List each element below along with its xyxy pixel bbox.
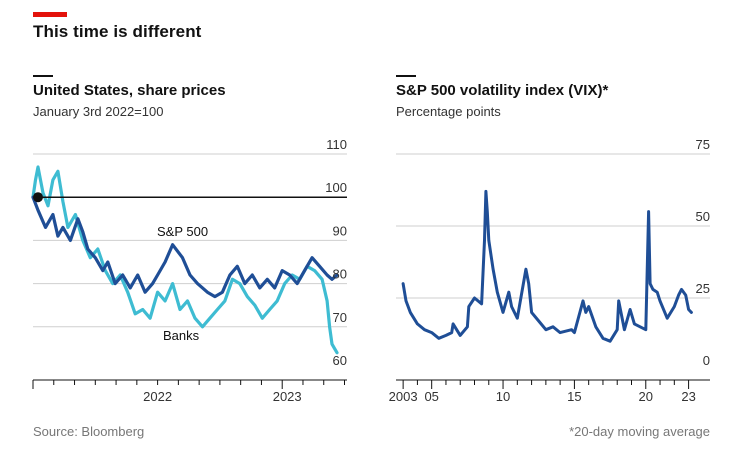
left-chart-subtitle: January 3rd 2022=100 — [33, 104, 164, 119]
headline: This time is different — [33, 22, 202, 41]
right-x-tick-label: 15 — [567, 389, 581, 404]
annotation-banks: Banks — [163, 328, 200, 343]
right-x-tick-label: 2003 — [389, 389, 418, 404]
left-x-tick-label: 2023 — [273, 389, 302, 404]
series-line-s-p-500 — [31, 195, 339, 299]
annotation-sp500: S&P 500 — [157, 224, 208, 239]
right-x-tick-label: 10 — [496, 389, 510, 404]
left-y-tick-label: 100 — [325, 180, 347, 195]
series-line-vix — [401, 189, 693, 343]
left-x-tick-label: 2022 — [143, 389, 172, 404]
left-y-tick-label: 60 — [333, 353, 347, 368]
right-chart-subtitle: Percentage points — [396, 104, 501, 119]
right-y-tick-label: 0 — [703, 353, 710, 368]
right-y-tick-label: 25 — [696, 281, 710, 296]
left-chart-title: United States, share prices — [33, 82, 226, 99]
right-y-tick-label: 50 — [696, 209, 710, 224]
right-x-tick-label: 05 — [424, 389, 438, 404]
right-x-tick-label: 23 — [681, 389, 695, 404]
right-y-tick-label: 75 — [696, 137, 710, 152]
left-y-tick-label: 110 — [326, 137, 347, 152]
right-x-tick-label: 20 — [639, 389, 653, 404]
left-y-tick-label: 80 — [333, 267, 347, 282]
source-note: Source: Bloomberg — [33, 424, 145, 439]
footnote: *20-day moving average — [569, 424, 710, 439]
right-panel-rule — [396, 75, 416, 77]
left-panel-rule — [33, 75, 53, 77]
left-y-tick-label: 70 — [333, 310, 347, 325]
reference-start-dot — [33, 192, 43, 203]
left-y-tick-label: 90 — [333, 223, 347, 238]
right-chart-title: S&P 500 volatility index (VIX)* — [396, 82, 609, 99]
accent-bar — [33, 12, 67, 17]
